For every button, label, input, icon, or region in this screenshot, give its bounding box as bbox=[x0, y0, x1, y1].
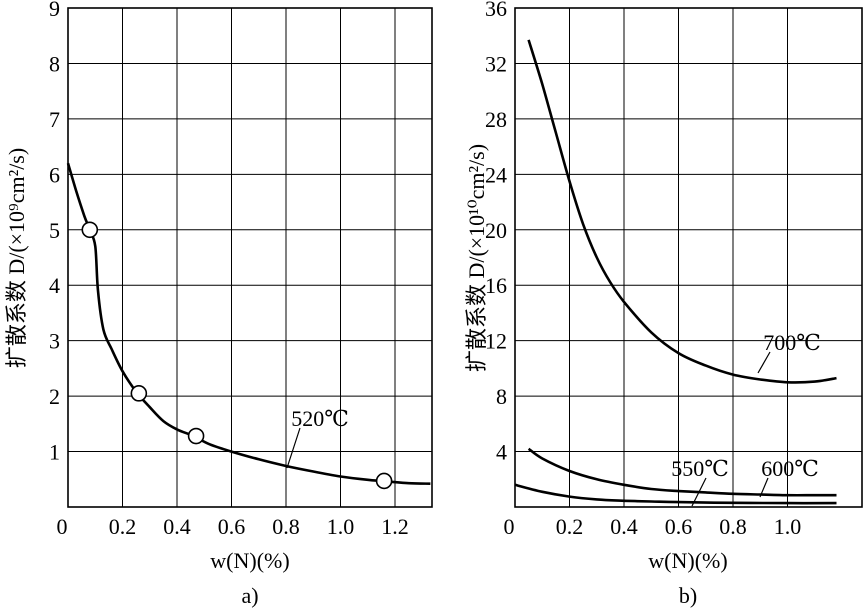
panel-label: a) bbox=[241, 583, 258, 608]
y-tick-label: 32 bbox=[485, 51, 507, 76]
y-tick-label: 6 bbox=[49, 162, 60, 187]
x-axis-title: w(N)(%) bbox=[210, 548, 289, 573]
x-tick-label: 0.4 bbox=[163, 514, 191, 539]
x-tick-label: 0.8 bbox=[719, 514, 747, 539]
x-tick-label: 0.4 bbox=[610, 514, 638, 539]
y-tick-label: 4 bbox=[49, 273, 60, 298]
curve-label-550: 550℃ bbox=[671, 456, 729, 481]
y-tick-label: 2 bbox=[49, 384, 60, 409]
chart-panel-a: 1 2 3 4 5 6 7 8 9 0 0.2 0.4 0.6 0.8 1.0 1.2 w(N)(%) 扩散系数 … bbox=[4, 0, 433, 608]
y-tick-label: 4 bbox=[496, 440, 507, 465]
chart-panel-b: 4 8 12 16 20 24 28 32 36 0 0.2 0.4 0.6 0.8 1.0 w(N)(%) 扩… bbox=[464, 0, 863, 608]
leader-line bbox=[286, 427, 301, 469]
curve-label-520: 520℃ bbox=[291, 406, 349, 431]
x-tick-label: 0.6 bbox=[218, 514, 246, 539]
y-axis-title: 扩散系数 D/(×10⁹cm²/s) bbox=[4, 148, 29, 368]
plot-frame bbox=[67, 7, 433, 508]
data-point-marker bbox=[375, 472, 393, 490]
y-tick-label: 28 bbox=[485, 107, 507, 132]
y-tick-label: 3 bbox=[49, 329, 60, 354]
y-tick-label: 8 bbox=[496, 384, 507, 409]
data-point-marker bbox=[187, 427, 205, 445]
x-tick-label: 0 bbox=[504, 514, 515, 539]
plot-frame bbox=[514, 7, 863, 508]
series-line bbox=[527, 39, 837, 384]
x-tick-label: 0.8 bbox=[272, 514, 300, 539]
x-tick-label: 0.2 bbox=[109, 514, 137, 539]
y-tick-label: 24 bbox=[485, 162, 507, 187]
leader-line bbox=[691, 477, 707, 507]
y-axis-title: 扩散系数 D/(×10¹⁰cm²/s) bbox=[464, 144, 489, 372]
x-tick-label: 1.2 bbox=[381, 514, 409, 539]
series-line bbox=[527, 447, 837, 497]
panel-label: b) bbox=[679, 583, 697, 608]
y-tick-label: 1 bbox=[49, 440, 60, 465]
curve-label-600: 600℃ bbox=[761, 456, 819, 481]
data-point-marker bbox=[81, 221, 99, 239]
series-line bbox=[66, 162, 431, 485]
y-tick-label: 16 bbox=[485, 273, 507, 298]
y-tick-label: 7 bbox=[49, 107, 60, 132]
curve-label-700: 700℃ bbox=[763, 330, 821, 355]
y-tick-label: 9 bbox=[49, 0, 60, 21]
leader-line bbox=[759, 477, 769, 498]
x-tick-label: 1.0 bbox=[774, 514, 802, 539]
x-tick-label: 0.6 bbox=[665, 514, 693, 539]
data-point-marker bbox=[130, 385, 148, 402]
series-line bbox=[514, 483, 837, 505]
y-tick-label: 36 bbox=[485, 0, 507, 21]
x-tick-label: 0 bbox=[57, 514, 68, 539]
y-tick-label: 8 bbox=[49, 51, 60, 76]
x-tick-label: 1.0 bbox=[327, 514, 355, 539]
y-tick-label: 12 bbox=[485, 329, 507, 354]
x-axis-title: w(N)(%) bbox=[648, 548, 727, 573]
y-tick-label: 5 bbox=[49, 218, 60, 243]
leader-line bbox=[757, 351, 771, 374]
x-tick-label: 0.2 bbox=[556, 514, 584, 539]
y-tick-label: 20 bbox=[485, 218, 507, 243]
